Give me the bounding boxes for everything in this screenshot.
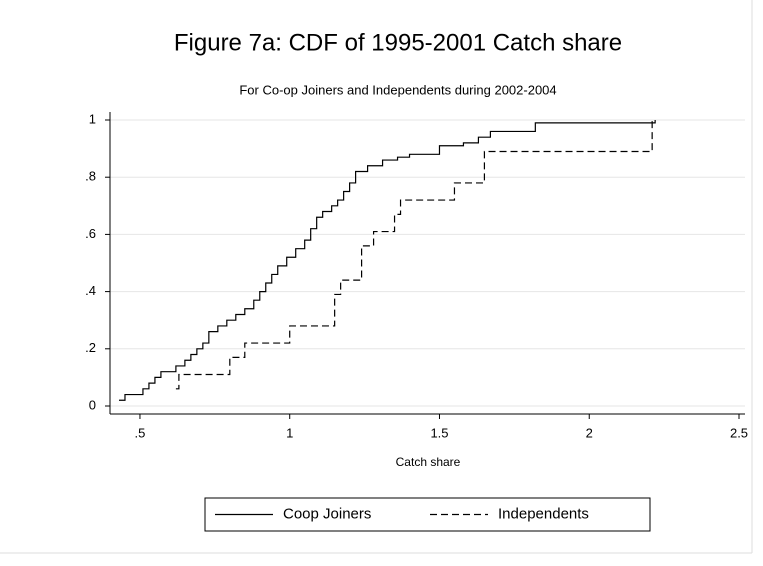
y-tick-label: .6 [85, 226, 96, 241]
y-tick-label: 1 [89, 111, 96, 126]
chart-title: Figure 7a: CDF of 1995-2001 Catch share [174, 29, 622, 56]
chart-subtitle: For Co-op Joiners and Independents durin… [239, 82, 556, 97]
x-tick-label: 1.5 [430, 425, 448, 440]
legend-label: Independents [498, 505, 589, 522]
x-tick-label: 2.5 [730, 425, 748, 440]
legend-box [204, 497, 651, 532]
y-tick-label: .2 [85, 340, 96, 355]
y-tick-label: .4 [85, 283, 96, 298]
cdf-line [175, 120, 653, 390]
cdf-line [118, 120, 656, 401]
x-tick-label: .5 [135, 425, 146, 440]
x-tick-label: 1 [286, 425, 293, 440]
y-tick-label: 0 [89, 397, 96, 412]
x-axis-label: Catch share [396, 455, 461, 469]
y-tick-label: .8 [85, 169, 96, 184]
legend-label: Coop Joiners [283, 505, 371, 522]
x-tick-label: 2 [586, 425, 593, 440]
